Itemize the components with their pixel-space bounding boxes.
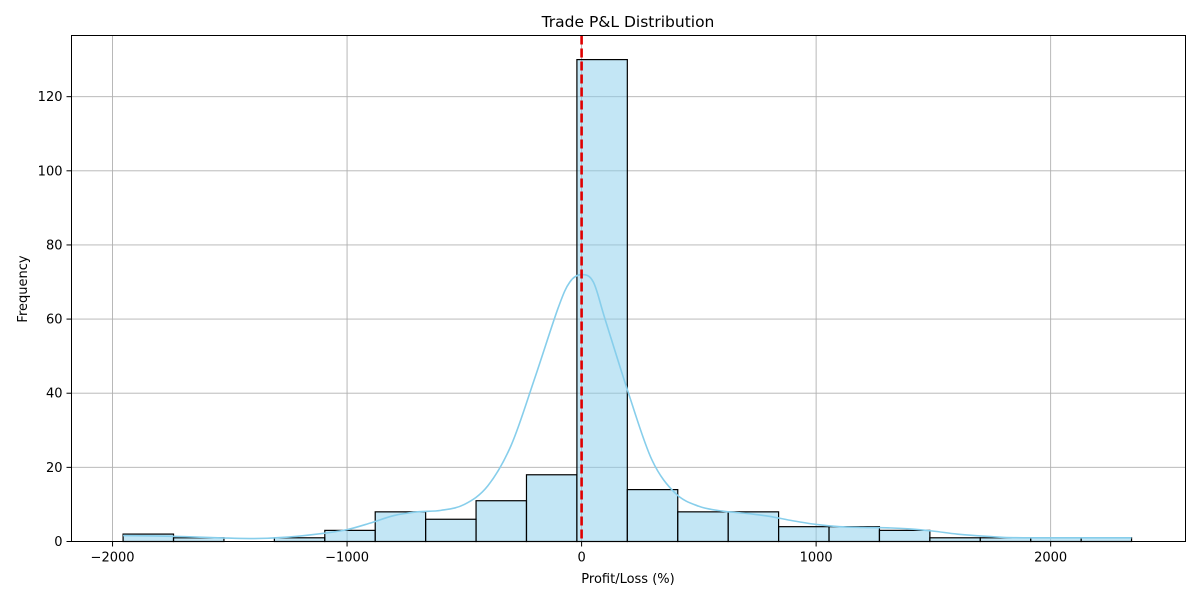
x-tick-label: −1000 (325, 551, 369, 566)
x-tick-label: 2000 (1034, 551, 1067, 566)
y-tick-label: 20 (46, 461, 63, 476)
histogram-bar (425, 518, 477, 543)
histogram-bar (878, 529, 931, 543)
histogram-bar (626, 489, 679, 543)
plot-frame (71, 35, 1186, 542)
histogram-bar (525, 474, 578, 543)
histogram-bar (677, 511, 729, 543)
chart-title: Trade P&L Distribution (541, 13, 715, 31)
x-tick-label: −2000 (91, 551, 135, 566)
x-tick-label: 1000 (800, 551, 833, 566)
histogram-bar (475, 500, 528, 543)
tick-layer: −2000 −1000 0 1000 2000 0 20 40 60 80 100 120 (38, 90, 1068, 565)
histogram-bar (374, 511, 427, 543)
x-tick-label: 0 (577, 551, 585, 566)
kde-curve-layer (123, 273, 1132, 540)
kde-curve (123, 273, 1132, 540)
histogram-bar (777, 526, 830, 543)
y-tick-label: 120 (38, 90, 63, 105)
y-axis-label: Frequency (16, 255, 31, 322)
histogram-bars (122, 58, 1133, 543)
y-tick-label: 40 (46, 387, 63, 402)
y-tick-label: 60 (46, 313, 63, 328)
y-tick-label: 0 (54, 535, 62, 550)
histogram-bar (828, 526, 881, 543)
y-tick-label: 80 (46, 238, 63, 253)
histogram-bar (273, 537, 326, 543)
x-axis-label: Profit/Loss (%) (581, 572, 674, 587)
histogram-bar (929, 537, 981, 543)
histogram-bar (576, 58, 628, 543)
y-tick-label: 100 (38, 164, 63, 179)
